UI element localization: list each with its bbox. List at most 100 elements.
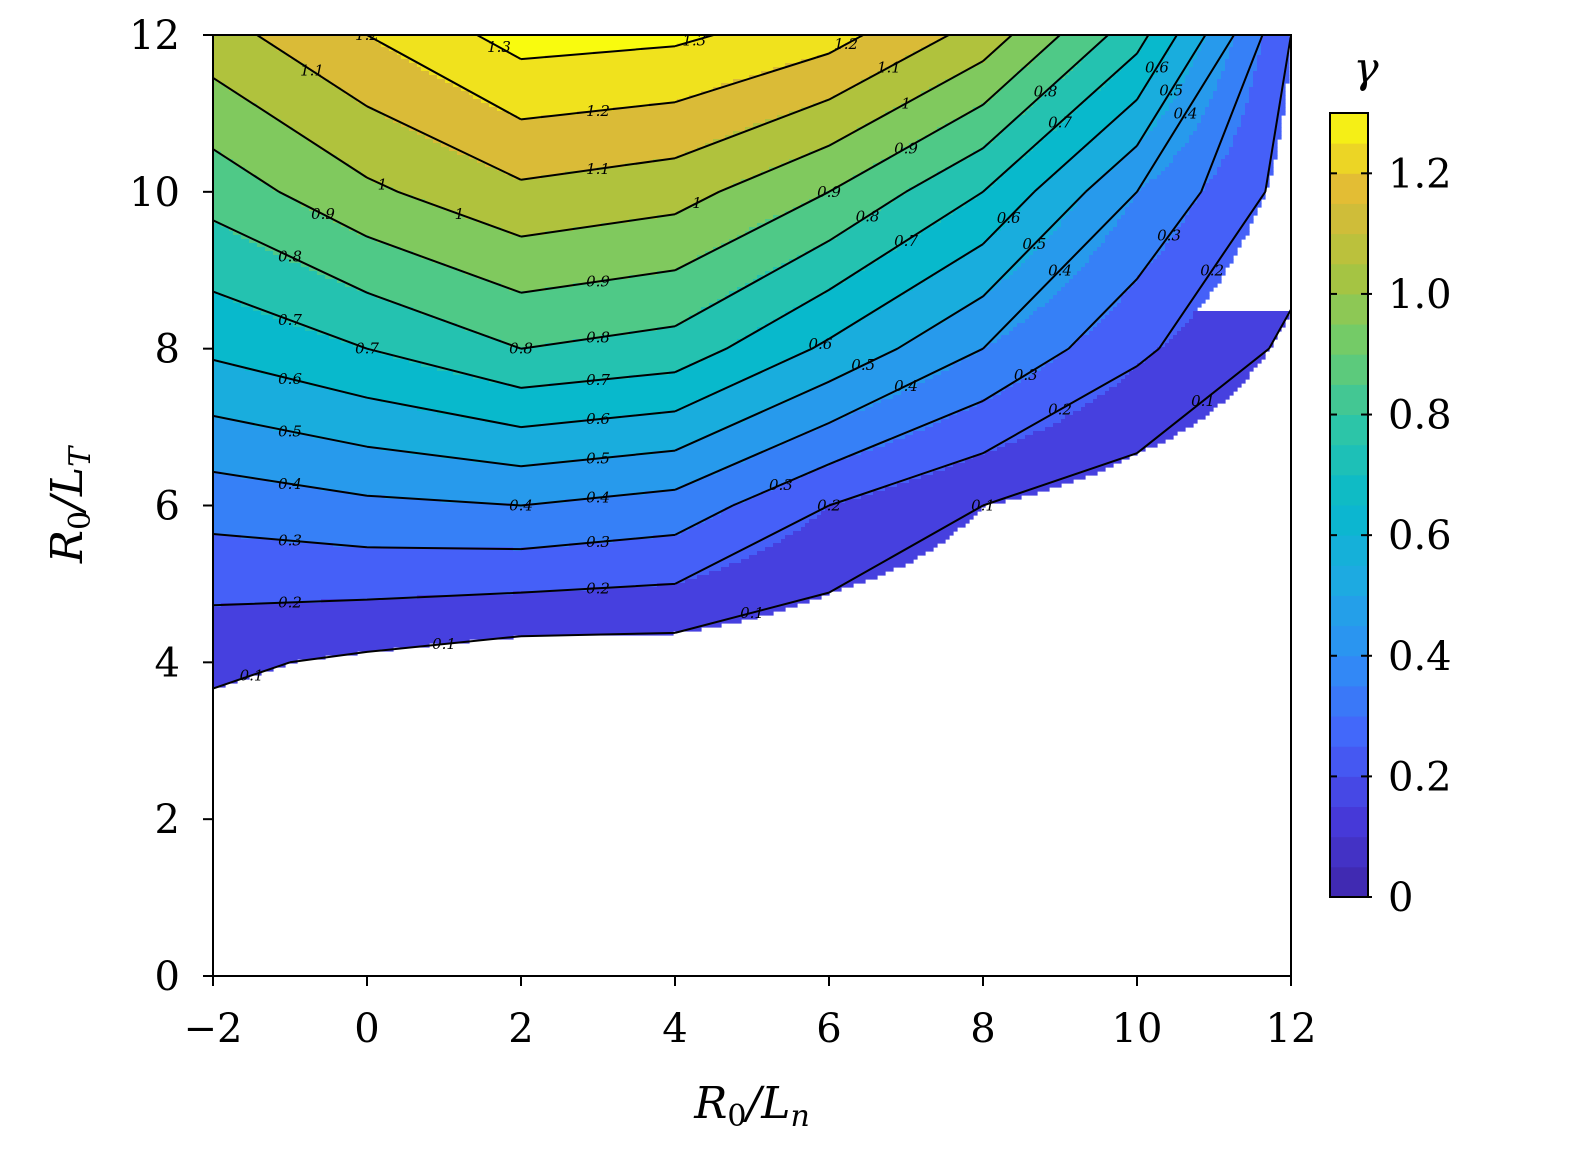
contour-band-cell xyxy=(1249,91,1286,96)
contour-band-cell xyxy=(469,155,678,160)
colorbar-segment xyxy=(1330,414,1368,446)
contour-band-cell xyxy=(657,327,758,332)
contour-band-cell xyxy=(213,611,774,616)
contour-band-cell xyxy=(1105,239,1170,244)
contour-band-cell xyxy=(917,335,1002,340)
contour-band-cell xyxy=(273,115,386,120)
contour-band-cell xyxy=(1089,95,1142,100)
contour-band-cell xyxy=(1053,231,1110,236)
contour-band-cell xyxy=(213,171,250,176)
contour-band-cell xyxy=(1053,39,1102,44)
colorbar-segment xyxy=(1330,746,1368,777)
contour-band-cell xyxy=(945,123,1010,128)
contour-band-cell xyxy=(289,259,434,264)
contour-band-cell xyxy=(1033,371,1130,376)
contour-band-cell xyxy=(709,303,802,308)
contour-band-cell xyxy=(1061,223,1118,228)
contour-band-cell xyxy=(601,223,758,228)
contour-band-cell xyxy=(1141,187,1206,192)
contour-band-cell xyxy=(401,247,714,252)
contour-line-label: 0.9 xyxy=(894,139,918,157)
contour-line-label: 0.7 xyxy=(894,232,918,250)
contour-line-label: 0.1 xyxy=(740,604,764,622)
contour-band-cell xyxy=(961,71,1018,76)
contour-band-cell xyxy=(509,383,550,388)
contour-band-cell xyxy=(825,423,934,428)
contour-band-cell xyxy=(725,427,818,432)
contour-band-cell xyxy=(873,119,954,124)
contour-band-cell xyxy=(781,539,946,544)
contour-band-cell xyxy=(921,231,998,236)
contour-band-cell xyxy=(1017,323,1098,328)
contour-line-label: 1.1 xyxy=(586,160,610,178)
contour-band-cell xyxy=(213,107,262,112)
contour-band-cell xyxy=(981,295,1054,300)
contour-band-cell xyxy=(1101,87,1146,92)
contour-band-cell xyxy=(1097,247,1166,252)
contour-band-cell xyxy=(321,75,438,80)
contour-band-cell xyxy=(577,111,790,116)
contour-band-cell xyxy=(509,231,546,236)
contour-band-cell xyxy=(1077,151,1130,156)
contour-band-cell xyxy=(965,203,1022,208)
contour-band-cell xyxy=(913,431,1034,436)
contour-band-cell xyxy=(881,255,966,260)
contour-band-cell xyxy=(213,683,226,688)
contour-line-label: 0.4 xyxy=(894,377,918,395)
contour-band-cell xyxy=(213,91,238,96)
contour-band-cell xyxy=(509,51,594,56)
contour-band-cell xyxy=(689,363,778,368)
contour-band-cell xyxy=(977,195,1030,200)
contour-band-cell xyxy=(873,359,962,364)
contour-band-cell xyxy=(365,175,514,180)
contour-line-label: 0.2 xyxy=(1200,261,1224,279)
contour-band-cell xyxy=(893,63,978,68)
contour-band-cell xyxy=(213,379,294,384)
contour-band-cell xyxy=(245,367,438,372)
contour-band-cell xyxy=(997,135,1046,140)
contour-band-cell xyxy=(213,643,430,648)
contour-band-cell xyxy=(233,299,390,304)
contour-band-cell xyxy=(337,279,490,284)
contour-band-cell xyxy=(1133,199,1198,204)
contour-band-cell xyxy=(701,91,842,96)
contour-band-cell xyxy=(1105,391,1234,396)
contour-band-cell xyxy=(1053,83,1106,88)
contour-band-cell xyxy=(685,151,810,156)
contour-band-cell xyxy=(1149,179,1210,184)
x-tick-label: 2 xyxy=(508,1006,533,1052)
contour-band-cell xyxy=(1177,227,1250,232)
contour-band-cell xyxy=(281,255,422,260)
contour-band-cell xyxy=(1029,63,1078,68)
contour-band-cell xyxy=(981,147,1034,152)
contour-band-cell xyxy=(889,351,978,356)
contour-band-cell xyxy=(945,215,1014,220)
contour-band-cell xyxy=(905,435,1026,440)
contour-band-cell xyxy=(837,47,922,52)
contour-band-cell xyxy=(213,43,274,48)
contour-band-cell xyxy=(1069,115,1118,120)
contour-band-cell xyxy=(949,367,1042,372)
contour-band-cell xyxy=(213,659,298,664)
contour-band-cell xyxy=(1109,79,1150,84)
contour-band-cell xyxy=(1033,431,1178,436)
contour-band-cell xyxy=(213,651,358,656)
contour-band-cell xyxy=(1073,207,1126,212)
contour-band-cell xyxy=(837,459,966,464)
contour-band-cell xyxy=(1133,283,1218,288)
contour-band-cell xyxy=(1057,227,1114,232)
y-tick-label: 2 xyxy=(155,797,180,843)
contour-band-cell xyxy=(229,87,342,92)
contour-band-cell xyxy=(1021,203,1078,208)
contour-band-cell xyxy=(213,463,510,468)
contour-band-cell xyxy=(797,435,906,440)
contour-band-cell xyxy=(733,343,818,348)
contour-band-cell xyxy=(769,407,866,412)
contour-band-cell xyxy=(321,599,810,604)
contour-line-label: 1.2 xyxy=(355,26,379,44)
contour-line-label: 0.6 xyxy=(278,370,302,388)
contour-band-cell xyxy=(225,295,378,300)
contour-band-cell xyxy=(629,219,766,224)
contour-band-cell xyxy=(433,203,694,208)
contour-band-cell xyxy=(297,199,426,204)
